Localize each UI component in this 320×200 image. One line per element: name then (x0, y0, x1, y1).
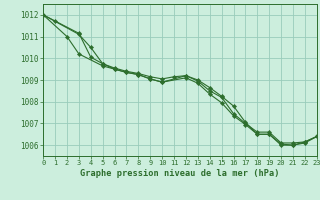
X-axis label: Graphe pression niveau de la mer (hPa): Graphe pression niveau de la mer (hPa) (80, 169, 280, 178)
